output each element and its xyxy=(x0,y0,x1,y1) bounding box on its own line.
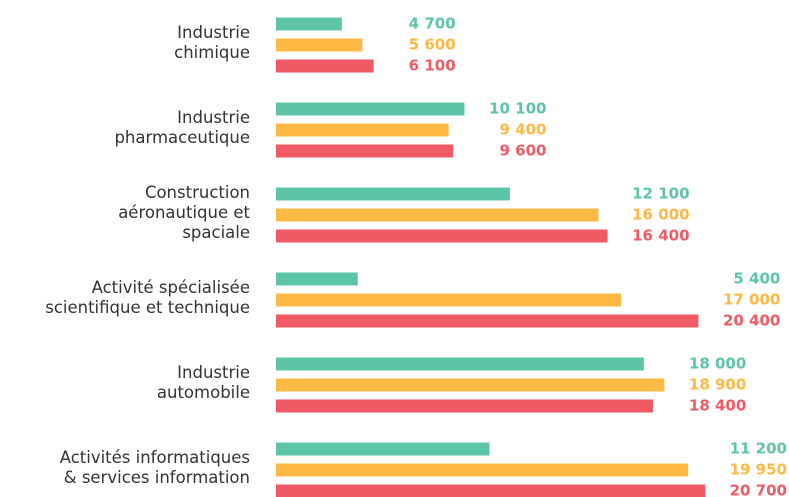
value-label: 11 200 xyxy=(730,440,787,458)
value-label: 10 100 xyxy=(489,100,546,118)
value-label: 18 000 xyxy=(689,355,746,373)
value-label: 9 400 xyxy=(499,121,546,139)
value-label: 6 100 xyxy=(409,57,456,75)
value-label: 17 000 xyxy=(723,291,780,309)
value-label: 19 950 xyxy=(730,461,787,479)
category-label: Construction aéronautique et spaciale xyxy=(118,183,250,242)
bar xyxy=(276,399,653,413)
value-label: 20 400 xyxy=(723,312,780,330)
bar xyxy=(276,17,342,31)
bar xyxy=(276,357,644,371)
bar xyxy=(276,208,599,222)
bar xyxy=(276,187,510,201)
bar xyxy=(276,442,490,456)
bar xyxy=(276,144,454,158)
category-label: Activités informatiques & services inform… xyxy=(60,448,250,487)
bar xyxy=(276,463,689,477)
category-label: Activité spécialisée scientifique et tech… xyxy=(45,278,250,317)
bar xyxy=(276,314,699,328)
bar xyxy=(276,484,706,497)
bar xyxy=(276,378,665,392)
value-label: 5 600 xyxy=(409,36,456,54)
value-label: 16 400 xyxy=(632,227,689,245)
bar xyxy=(276,229,608,243)
value-label: 12 100 xyxy=(632,185,689,203)
value-label: 5 400 xyxy=(733,270,780,288)
bar xyxy=(276,293,622,307)
value-label: 18 400 xyxy=(689,397,746,415)
bar xyxy=(276,38,363,52)
value-label: 4 700 xyxy=(409,15,456,33)
bar xyxy=(276,102,465,116)
value-label: 18 900 xyxy=(689,376,746,394)
category-label: Industrie pharmaceutique xyxy=(114,108,250,147)
value-label: 9 600 xyxy=(499,142,546,160)
bar xyxy=(276,123,449,137)
value-label: 20 700 xyxy=(730,482,787,497)
category-label: Industrie automobile xyxy=(157,363,250,402)
bar xyxy=(276,59,374,73)
category-label: Industrie chimique xyxy=(174,23,250,62)
bar xyxy=(276,272,358,286)
value-label: 16 000 xyxy=(632,206,689,224)
